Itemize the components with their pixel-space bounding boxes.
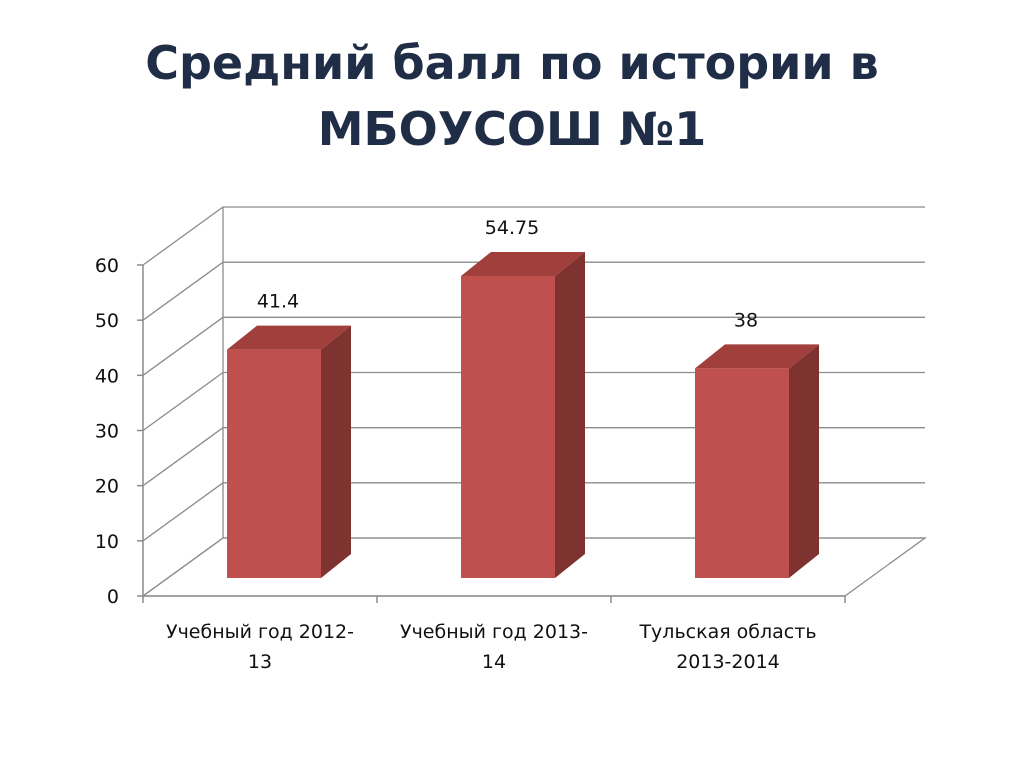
- chart-bars: [227, 251, 819, 578]
- chart-labels: 0 10 20 30 40 50 60 41.4 Учебный год 2012- 13 54.7…: [95, 217, 817, 673]
- bar-side: [321, 325, 351, 578]
- y-tick-label: 30: [95, 421, 119, 443]
- bar-top: [227, 325, 351, 350]
- y-tick-label: 60: [95, 255, 119, 277]
- y-tick-label: 0: [107, 586, 119, 608]
- gridline-diagonal: [142, 537, 224, 597]
- gridline-diagonal: [142, 206, 224, 266]
- bar-front: [695, 368, 789, 578]
- gridline-diagonal: [142, 427, 224, 487]
- category-label: Учебный год 2013-: [400, 621, 588, 643]
- category-label: 2013-2014: [676, 651, 780, 673]
- category-label: 13: [248, 651, 272, 673]
- bar-top: [461, 251, 585, 276]
- gridline-diagonal: [142, 261, 224, 321]
- bar-top: [695, 344, 819, 369]
- gridline-diagonal: [142, 371, 224, 432]
- y-tick-label: 50: [95, 310, 119, 332]
- page-title: Средний балл по истории в МБОУСОШ №1: [0, 30, 1024, 162]
- bar: [461, 251, 585, 578]
- y-tick-label: 40: [95, 365, 119, 387]
- title-line-2: МБОУСОШ №1: [317, 102, 707, 156]
- bar-side: [555, 251, 585, 578]
- bar: [695, 344, 819, 578]
- category-label: Тульская область: [638, 621, 816, 643]
- data-label: 38: [734, 309, 758, 331]
- category-label: Учебный год 2012-: [166, 621, 354, 643]
- chart-axes: [137, 264, 846, 603]
- bar-side: [789, 344, 819, 578]
- bar-front: [461, 275, 555, 578]
- gridline-diagonal: [142, 316, 224, 376]
- category-label: 14: [482, 651, 506, 673]
- y-tick-label: 20: [95, 476, 119, 498]
- data-label: 54.75: [485, 217, 539, 239]
- gridline-diagonal: [142, 482, 224, 542]
- data-label: 41.4: [257, 291, 299, 313]
- bar: [227, 325, 351, 578]
- title-line-1: Средний балл по истории в: [145, 36, 879, 90]
- bar-front: [227, 349, 321, 578]
- y-tick-label: 10: [95, 531, 119, 553]
